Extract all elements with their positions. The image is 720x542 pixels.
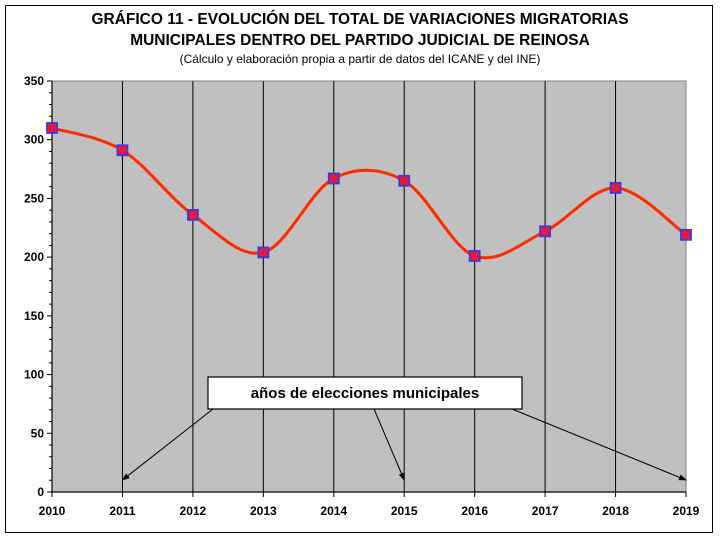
data-point bbox=[398, 174, 411, 187]
y-tick-label: 100 bbox=[24, 368, 44, 382]
chart-title: GRÁFICO 11 - EVOLUCIÓN DEL TOTAL DE VARI… bbox=[91, 11, 629, 28]
series-line bbox=[51, 126, 687, 260]
data-point bbox=[46, 122, 58, 134]
data-point bbox=[116, 144, 129, 157]
data-point bbox=[539, 225, 552, 238]
y-tick-label: 300 bbox=[24, 133, 44, 147]
x-tick-label: 2017 bbox=[532, 504, 559, 518]
y-tick-label: 0 bbox=[37, 485, 44, 499]
x-tick-label: 2011 bbox=[109, 504, 135, 518]
chart-subtitle: (Cálculo y elaboración propia a partir d… bbox=[179, 52, 541, 66]
x-tick-label: 2012 bbox=[180, 504, 207, 518]
data-point bbox=[327, 172, 340, 185]
x-tick-label: 2015 bbox=[391, 504, 418, 518]
x-tick-label: 2010 bbox=[39, 504, 66, 518]
data-point bbox=[257, 246, 270, 259]
data-point bbox=[609, 181, 622, 194]
x-tick-label: 2014 bbox=[320, 504, 347, 518]
annotation-arrow bbox=[121, 408, 214, 481]
data-point bbox=[468, 250, 481, 262]
y-tick-label: 150 bbox=[24, 309, 44, 323]
x-tick-label: 2016 bbox=[461, 504, 488, 518]
data-point bbox=[186, 208, 199, 221]
y-tick-label: 250 bbox=[24, 191, 44, 205]
annotation-arrow bbox=[373, 408, 405, 481]
annotation-arrow bbox=[511, 408, 687, 481]
y-tick-label: 350 bbox=[24, 74, 44, 88]
x-tick-label: 2018 bbox=[602, 504, 629, 518]
plot-area bbox=[51, 80, 687, 493]
y-tick-label: 200 bbox=[24, 250, 44, 264]
data-point bbox=[680, 228, 692, 241]
x-tick-label: 2013 bbox=[250, 504, 277, 518]
x-tick-label: 2019 bbox=[673, 504, 700, 518]
annotation-box bbox=[207, 376, 523, 410]
chart-title-line2: MUNICIPALES DENTRO DEL PARTIDO JUDICIAL … bbox=[130, 32, 590, 49]
y-tick-label: 50 bbox=[31, 426, 45, 440]
annotation-label: años de elecciones municipales bbox=[251, 385, 479, 402]
